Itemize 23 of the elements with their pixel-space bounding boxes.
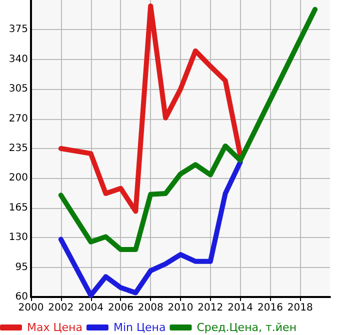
y-tick-label: 305: [8, 84, 28, 95]
y-tick-label: 235: [8, 143, 28, 154]
y-tick-label: 95: [15, 262, 28, 273]
x-tick-label: 2012: [198, 302, 224, 314]
x-tick-label: 2010: [168, 302, 194, 314]
x-tick-label: 2014: [228, 302, 254, 314]
x-tick-label: 2008: [138, 302, 164, 314]
y-tick-label: 340: [8, 54, 28, 65]
y-tick-label: 270: [8, 113, 28, 124]
y-tick-label: 130: [8, 232, 28, 244]
y-tick-label: 165: [8, 202, 28, 214]
x-tick-label: 2000: [18, 302, 44, 314]
x-tick-label: 2002: [48, 302, 74, 314]
y-tick-label: 200: [8, 172, 28, 184]
legend-label: Min Цена: [113, 321, 166, 334]
x-tick-label: 2004: [78, 302, 104, 314]
x-tick-label: 2016: [257, 302, 283, 314]
x-tick-label: 2018: [287, 302, 313, 314]
legend-label: Max Цена: [27, 321, 82, 334]
y-tick-label: 375: [8, 24, 28, 36]
legend-label: Сред.Цена, т.йен: [196, 321, 297, 334]
x-tick-label: 2006: [108, 302, 134, 314]
y-tick-label: 60: [15, 292, 28, 302]
